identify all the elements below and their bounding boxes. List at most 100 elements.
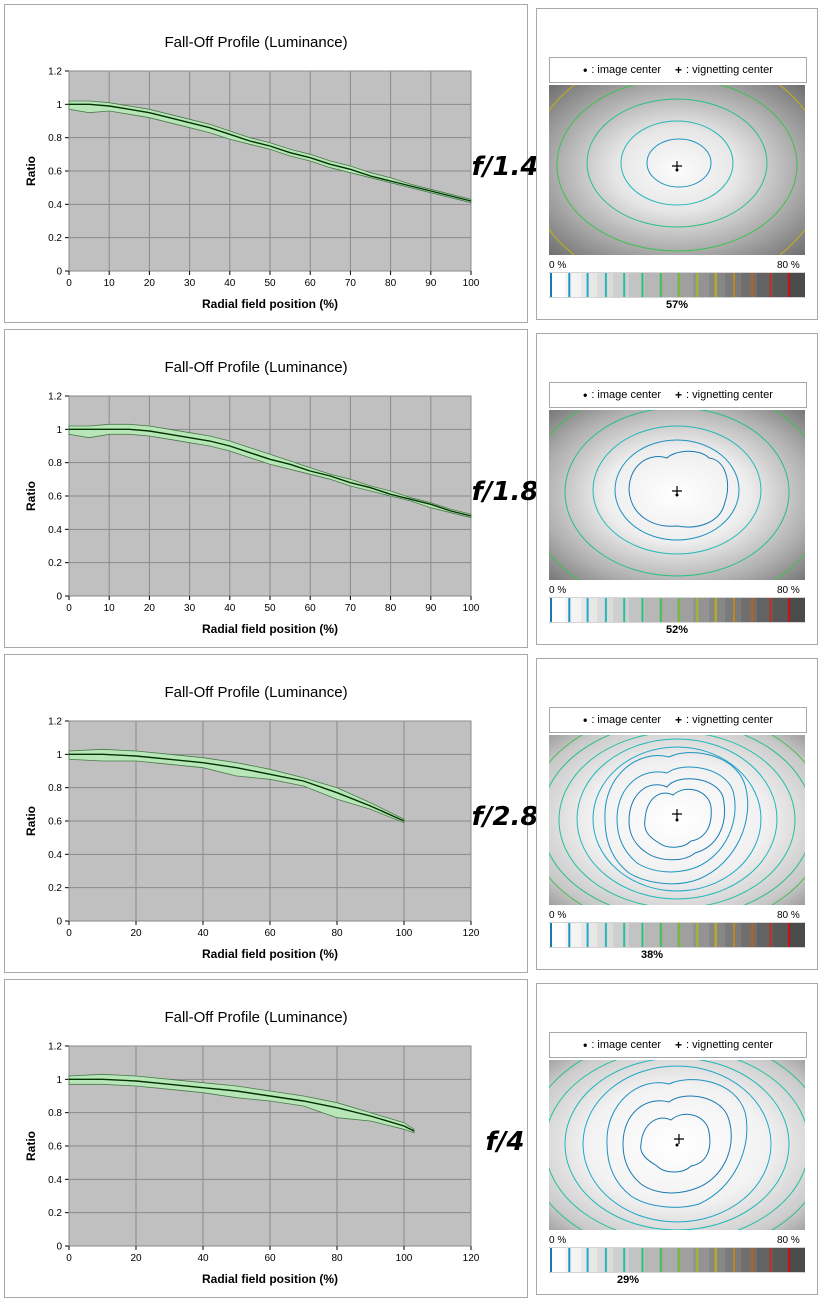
tick-label-x: 90 <box>425 278 437 289</box>
tick-label-y: 0.4 <box>48 1175 62 1186</box>
falloff-chart: Fall-Off Profile (Luminance) 0 0.2 0.4 0.6 0.… <box>24 684 480 961</box>
tick-label-y: 0 <box>56 592 62 603</box>
tick-label-y: 0.6 <box>48 817 62 828</box>
color-scale-bar <box>549 922 805 948</box>
chart-panel: Fall-Off Profile (Luminance) 0 0.2 0.4 0.6 0.… <box>4 329 528 648</box>
tick-label-y: 1.2 <box>48 392 62 403</box>
y-axis-label: Ratio <box>24 806 38 836</box>
falloff-line <box>69 753 405 822</box>
scale-step <box>677 923 693 947</box>
panel-row: Fall-Off Profile (Luminance) 0 0.2 0.4 0.6 0.… <box>4 654 822 973</box>
image-center-marker <box>675 1143 679 1147</box>
confidence-band <box>68 748 405 824</box>
scale-step <box>613 273 629 297</box>
scale-step <box>645 1248 661 1272</box>
scale-step <box>661 598 677 622</box>
y-axis-label: Ratio <box>24 1131 38 1161</box>
scale-step <box>741 1248 757 1272</box>
falloff-line <box>69 428 472 517</box>
scale-step <box>693 923 709 947</box>
chart-panel: Fall-Off Profile (Luminance) 0 0.2 0.4 0.6 0.… <box>4 4 528 323</box>
confidence-band <box>68 100 472 204</box>
scale-step <box>565 923 581 947</box>
tick-label-x: 20 <box>130 1253 142 1264</box>
scale-step <box>581 1248 597 1272</box>
color-scale-bar <box>549 597 805 623</box>
tick-label-x: 40 <box>197 928 209 939</box>
scale-step <box>661 923 677 947</box>
scale-step <box>661 273 677 297</box>
chart-title: Fall-Off Profile (Luminance) <box>164 1009 347 1026</box>
tick-label-y: 0 <box>56 917 62 928</box>
fstop-label: f/1.4 <box>471 152 539 182</box>
tick-label-x: 40 <box>197 1253 209 1264</box>
tick-label-y: 0.8 <box>48 1108 62 1119</box>
tick-label-x: 40 <box>224 603 236 614</box>
scale-step <box>581 273 597 297</box>
scale-step <box>565 598 581 622</box>
tick-label-y: 1.2 <box>48 67 62 78</box>
scale-step <box>757 1248 773 1272</box>
tick-label-y: 0.4 <box>48 850 62 861</box>
chart-title: Fall-Off Profile (Luminance) <box>164 34 347 51</box>
vignetting-percentage: 38% <box>641 949 664 961</box>
scale-min-label: 0 % <box>549 910 567 921</box>
scale-step <box>549 598 565 622</box>
scale-step <box>773 1248 789 1272</box>
vignetting-center-label: : vignetting center <box>686 64 773 76</box>
scale-step <box>613 923 629 947</box>
scale-max-label: 80 % <box>777 260 800 271</box>
panel-row: Fall-Off Profile (Luminance) 0 0.2 0.4 0.6 0.… <box>4 4 822 323</box>
vignetting-contour-map <box>549 85 805 255</box>
scale-step <box>741 598 757 622</box>
tick-label-x: 100 <box>463 603 480 614</box>
scale-step <box>565 273 581 297</box>
scale-step <box>677 273 693 297</box>
tick-label-y: 1 <box>56 1075 62 1086</box>
tick-label-x: 30 <box>184 603 196 614</box>
vignetting-center-marker-icon: + <box>675 1038 683 1052</box>
vignetting-contour-map <box>549 735 805 905</box>
map-legend: •: image center +: vignetting center <box>549 707 807 733</box>
tick-label-x: 120 <box>463 928 480 939</box>
image-center-marker-icon: • <box>583 1038 588 1052</box>
tick-label-x: 120 <box>463 1253 480 1264</box>
tick-label-x: 80 <box>331 1253 343 1264</box>
tick-label-y: 0.8 <box>48 458 62 469</box>
scale-step <box>693 1248 709 1272</box>
tick-label-y: 1.2 <box>48 1042 62 1053</box>
tick-label-x: 100 <box>396 1253 413 1264</box>
scale-max-label: 80 % <box>777 585 800 596</box>
scale-step <box>709 273 725 297</box>
scale-step <box>645 273 661 297</box>
tick-label-x: 90 <box>425 603 437 614</box>
tick-label-x: 20 <box>144 603 156 614</box>
tick-label-y: 0 <box>56 267 62 278</box>
tick-label-x: 60 <box>264 1253 276 1264</box>
scale-step <box>789 273 805 297</box>
color-scale-bar <box>549 1247 805 1273</box>
scale-max-label: 80 % <box>777 1235 800 1246</box>
tick-label-y: 0.2 <box>48 233 62 244</box>
scale-min-label: 0 % <box>549 585 567 596</box>
chart-panel: Fall-Off Profile (Luminance) 0 0.2 0.4 0.6 0.… <box>4 654 528 973</box>
scale-step <box>709 598 725 622</box>
x-axis-label: Radial field position (%) <box>202 622 338 636</box>
tick-label-x: 50 <box>264 278 276 289</box>
x-axis-label: Radial field position (%) <box>202 297 338 311</box>
scale-step <box>613 1248 629 1272</box>
tick-label-y: 0.6 <box>48 492 62 503</box>
tick-label-x: 100 <box>396 928 413 939</box>
scale-step <box>549 1248 565 1272</box>
confidence-band <box>68 423 472 519</box>
scale-step <box>629 598 645 622</box>
scale-step <box>789 923 805 947</box>
chart-title: Fall-Off Profile (Luminance) <box>164 359 347 376</box>
scale-step <box>773 598 789 622</box>
vignetting-map-panel: •: image center +: vignetting center 0 %… <box>536 983 818 1295</box>
scale-step <box>629 923 645 947</box>
vignetting-center-marker-icon: + <box>675 63 683 77</box>
vignetting-map-panel: •: image center +: vignetting center 0 %… <box>536 8 818 320</box>
tick-label-x: 100 <box>463 278 480 289</box>
tick-label-x: 80 <box>385 603 397 614</box>
